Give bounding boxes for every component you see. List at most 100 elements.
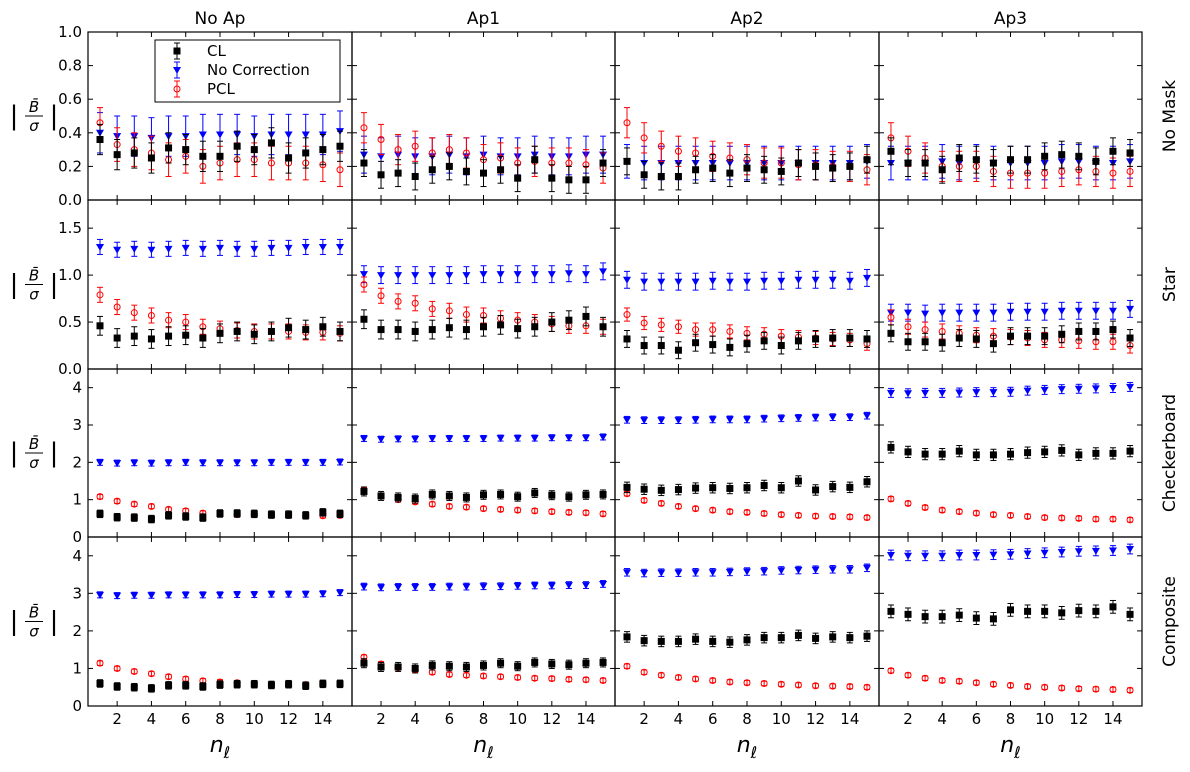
data-point (657, 142, 665, 150)
data-point (1023, 308, 1032, 316)
y-tick-label: 0 (72, 528, 82, 546)
x-axis-label-base: n (473, 733, 487, 758)
data-point (564, 270, 573, 278)
data-point (743, 636, 751, 644)
data-point (582, 676, 590, 684)
data-point (582, 509, 590, 517)
x-tick-label: 6 (181, 710, 191, 728)
x-axis-label-base: n (737, 733, 751, 758)
data-point (394, 493, 402, 501)
data-point (1092, 607, 1100, 615)
panel-r1-c2 (351, 31, 616, 201)
panel-r1-c4 (878, 31, 1143, 201)
data-point (394, 663, 402, 671)
x-axis-label-subscript: ℓ (750, 743, 758, 762)
data-point (640, 134, 648, 142)
data-point (531, 674, 539, 682)
series-cl (887, 137, 1134, 184)
data-point (708, 416, 717, 424)
data-point (250, 146, 258, 154)
data-point (147, 311, 155, 319)
data-point (359, 435, 368, 443)
data-point (1057, 307, 1066, 315)
panel-r3-c1 (87, 368, 353, 538)
data-point (377, 436, 386, 444)
x-tick-label: 6 (972, 710, 982, 728)
ticks (88, 369, 352, 538)
x-tick-label: 14 (313, 710, 332, 728)
data-point (267, 511, 275, 519)
data-point (582, 176, 590, 184)
y-label-right-bar: | (50, 270, 59, 300)
labels-layer: No Ap Ap1 Ap2 Ap3 No Mask Star Checkerboard Com… (10, 9, 1180, 762)
data-point (1057, 386, 1066, 394)
series-no-correction (623, 411, 871, 425)
data-point (267, 159, 275, 167)
series-cl (360, 306, 607, 342)
data-point (445, 502, 453, 510)
data-point (863, 564, 871, 572)
data-point (250, 680, 258, 688)
data-point (794, 631, 802, 639)
legend-marker (173, 85, 181, 93)
data-point (336, 327, 344, 335)
data-point (1024, 156, 1032, 164)
data-point (709, 326, 717, 334)
data-point (360, 659, 368, 667)
data-point (514, 506, 522, 514)
data-point (301, 459, 310, 467)
data-point (1126, 546, 1135, 554)
data-point (904, 309, 913, 317)
data-point (657, 342, 665, 350)
x-tick-label: 8 (742, 710, 752, 728)
data-point (743, 568, 751, 576)
data-point (182, 681, 190, 689)
data-point (1075, 685, 1083, 693)
data-point (198, 459, 207, 467)
series-no-correction (623, 563, 871, 578)
data-point (181, 591, 190, 599)
data-point (513, 582, 522, 590)
data-point (863, 514, 871, 522)
data-point (1092, 685, 1100, 693)
data-point (130, 514, 138, 522)
x-axis-label-subscript: ℓ (223, 743, 231, 762)
data-point (846, 483, 854, 491)
data-point (497, 659, 505, 667)
data-point (989, 511, 997, 519)
data-point (147, 684, 155, 692)
row-title: Checkerboard (1160, 394, 1180, 512)
data-point (216, 131, 224, 139)
data-point (657, 278, 666, 286)
data-point (623, 483, 631, 491)
data-point (1109, 169, 1117, 177)
data-point (479, 583, 488, 591)
x-axis-label: nℓ (1000, 733, 1021, 762)
data-point (692, 339, 700, 347)
data-point (377, 663, 385, 671)
data-point (1041, 683, 1049, 691)
data-point (599, 510, 607, 518)
data-point (1075, 152, 1083, 160)
data-point (411, 272, 420, 280)
data-point (462, 311, 470, 319)
data-point (182, 146, 190, 154)
series-cl (96, 508, 344, 524)
data-point (165, 673, 173, 681)
row-title: Star (1160, 267, 1180, 302)
x-tick-label: 8 (479, 710, 489, 728)
data-point (428, 305, 436, 313)
data-point (428, 583, 437, 591)
data-point (1024, 682, 1032, 690)
data-point (743, 508, 751, 516)
data-point (812, 512, 820, 520)
data-point (599, 323, 607, 331)
data-point (794, 511, 802, 519)
data-point (1109, 603, 1117, 611)
data-point (1126, 447, 1134, 455)
data-point (565, 508, 573, 516)
data-point (972, 335, 980, 343)
data-point (113, 592, 122, 600)
panel-r3-c2 (351, 368, 616, 538)
panel-r4-c1 (87, 536, 353, 707)
